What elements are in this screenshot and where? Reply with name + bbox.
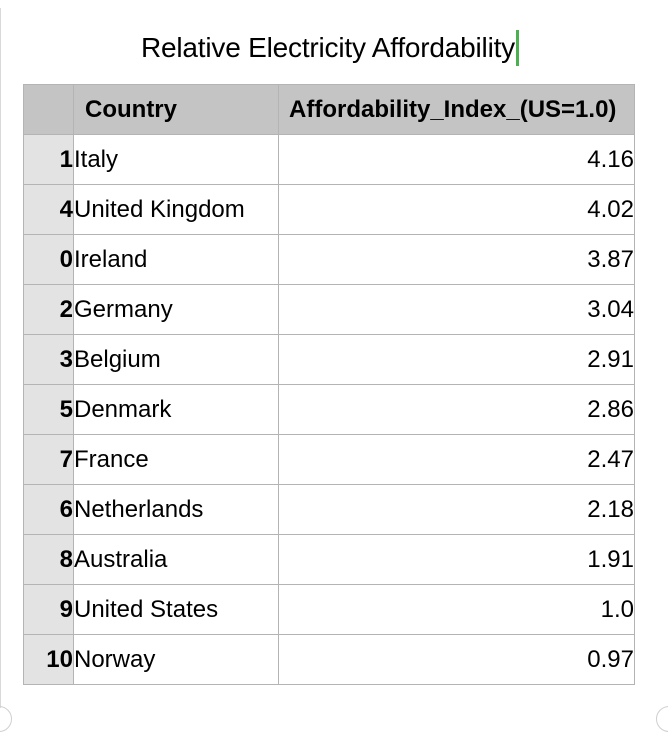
table-row[interactable]: 8 Australia 1.91 (23, 534, 635, 585)
table-row[interactable]: 9 United States 1.0 (23, 584, 635, 635)
affordability-cell[interactable]: 1.91 (278, 534, 635, 585)
affordability-cell[interactable]: 4.16 (278, 134, 635, 185)
row-index: 3 (23, 334, 74, 385)
country-cell[interactable]: Netherlands (73, 484, 279, 535)
table-row[interactable]: 3 Belgium 2.91 (23, 334, 635, 385)
affordability-cell[interactable]: 0.97 (278, 634, 635, 685)
table-row[interactable]: 4 United Kingdom 4.02 (23, 184, 635, 235)
country-cell[interactable]: Ireland (73, 234, 279, 285)
country-cell[interactable]: Belgium (73, 334, 279, 385)
affordability-cell[interactable]: 1.0 (278, 584, 635, 635)
table-row[interactable]: 5 Denmark 2.86 (23, 384, 635, 435)
country-cell[interactable]: Australia (73, 534, 279, 585)
header-row: Country Affordability_Index_(US=1.0) (23, 84, 635, 135)
affordability-cell[interactable]: 2.86 (278, 384, 635, 435)
table-row[interactable]: 10 Norway 0.97 (23, 634, 635, 685)
affordability-cell[interactable]: 4.02 (278, 184, 635, 235)
affordability-cell[interactable]: 2.91 (278, 334, 635, 385)
table-row[interactable]: 1 Italy 4.16 (23, 134, 635, 185)
row-index: 9 (23, 584, 74, 635)
affordability-cell[interactable]: 3.87 (278, 234, 635, 285)
table-row[interactable]: 7 France 2.47 (23, 434, 635, 485)
affordability-cell[interactable]: 2.18 (278, 484, 635, 535)
title-field[interactable]: Relative Electricity Affordability (0, 28, 660, 72)
resize-corner-right[interactable] (656, 706, 668, 732)
table-row[interactable]: 0 Ireland 3.87 (23, 234, 635, 285)
index-column-header[interactable] (23, 84, 74, 135)
country-cell[interactable]: Denmark (73, 384, 279, 435)
country-cell[interactable]: United Kingdom (73, 184, 279, 235)
row-index: 1 (23, 134, 74, 185)
country-cell[interactable]: United States (73, 584, 279, 635)
country-cell[interactable]: France (73, 434, 279, 485)
table-row[interactable]: 6 Netherlands 2.18 (23, 484, 635, 535)
row-index: 6 (23, 484, 74, 535)
row-index: 7 (23, 434, 74, 485)
row-index: 0 (23, 234, 74, 285)
country-cell[interactable]: Norway (73, 634, 279, 685)
row-index: 8 (23, 534, 74, 585)
text-cursor (515, 30, 519, 66)
row-index: 5 (23, 384, 74, 435)
data-table: Country Affordability_Index_(US=1.0) 1 I… (23, 84, 635, 685)
table-title[interactable]: Relative Electricity Affordability (141, 32, 515, 63)
resize-corner-left[interactable] (0, 706, 12, 732)
affordability-cell[interactable]: 3.04 (278, 284, 635, 335)
affordability-cell[interactable]: 2.47 (278, 434, 635, 485)
table-row[interactable]: 2 Germany 3.04 (23, 284, 635, 335)
country-column-header[interactable]: Country (73, 84, 279, 135)
country-cell[interactable]: Germany (73, 284, 279, 335)
row-index: 2 (23, 284, 74, 335)
row-index: 10 (23, 634, 74, 685)
window-left-edge (0, 8, 1, 708)
row-index: 4 (23, 184, 74, 235)
country-cell[interactable]: Italy (73, 134, 279, 185)
affordability-column-header[interactable]: Affordability_Index_(US=1.0) (278, 84, 635, 135)
